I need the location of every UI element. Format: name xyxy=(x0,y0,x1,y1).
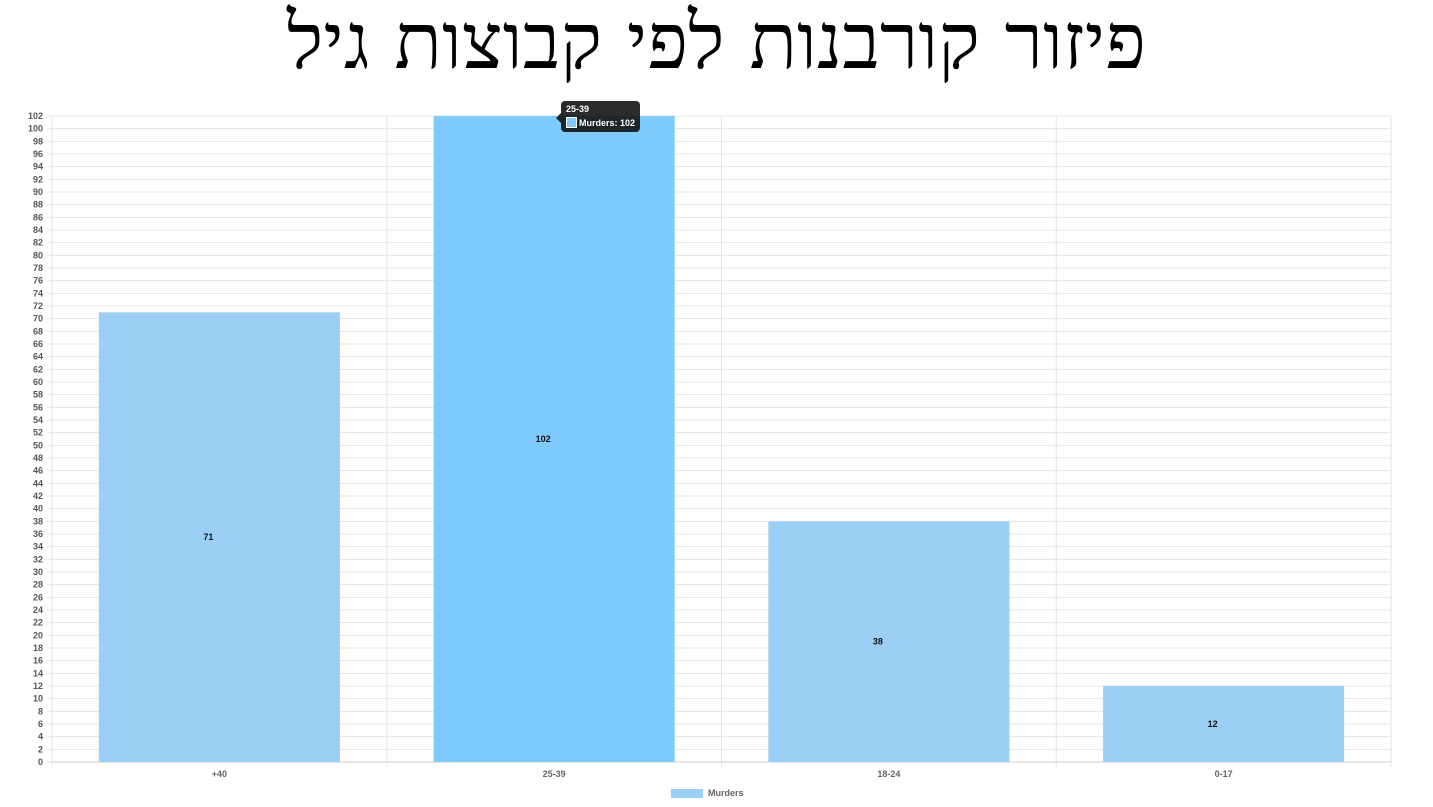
y-tick-label: 8 xyxy=(38,706,43,716)
y-tick-label: 76 xyxy=(33,276,43,286)
y-tick-label: 56 xyxy=(33,402,43,412)
y-tick-label: 96 xyxy=(33,149,43,159)
y-tick-label: 74 xyxy=(33,288,43,298)
y-tick-label: 14 xyxy=(33,668,43,678)
y-tick-label: 68 xyxy=(33,326,43,336)
y-tick-label: 78 xyxy=(33,263,43,273)
y-tick-label: 62 xyxy=(33,364,43,374)
y-tick-label: 44 xyxy=(33,478,43,488)
legend[interactable]: Murders xyxy=(671,788,744,798)
y-tick-label: 52 xyxy=(33,428,43,438)
bar-tooltip: 25-39 Murders: 102 xyxy=(555,101,641,132)
bar-+40[interactable] xyxy=(98,312,340,762)
y-tick-label: 2 xyxy=(38,744,43,754)
legend-label-murders[interactable]: Murders xyxy=(708,788,744,798)
y-tick-label: 60 xyxy=(33,377,43,387)
x-tick-label: 18-24 xyxy=(877,769,900,779)
y-tick-label: 42 xyxy=(33,491,43,501)
y-tick-label: 12 xyxy=(33,681,43,691)
y-tick-label: 24 xyxy=(33,605,43,615)
y-tick-label: 48 xyxy=(33,453,43,463)
x-tick-label: 0-17 xyxy=(1215,769,1233,779)
x-tick-label: 25-39 xyxy=(543,769,566,779)
y-tick-label: 38 xyxy=(33,516,43,526)
bar-0-17[interactable] xyxy=(1103,686,1345,762)
data-label: 38 xyxy=(873,637,883,647)
y-tick-label: 32 xyxy=(33,554,43,564)
y-tick-label: 84 xyxy=(33,225,43,235)
bar-25-39[interactable] xyxy=(433,116,675,762)
x-tick-label: +40 xyxy=(212,769,227,779)
y-tick-label: 16 xyxy=(33,656,43,666)
y-tick-label: 102 xyxy=(28,111,43,121)
y-tick-label: 92 xyxy=(33,174,43,184)
x-axis: +40 25-39 18-24 0-17 xyxy=(212,769,1233,779)
y-tick-label: 28 xyxy=(33,580,43,590)
y-tick-label: 20 xyxy=(33,630,43,640)
tooltip-title: 25-39 xyxy=(566,104,590,114)
y-tick-label: 86 xyxy=(33,212,43,222)
tooltip-swatch xyxy=(566,117,577,128)
y-tick-label: 66 xyxy=(33,339,43,349)
y-tick-label: 80 xyxy=(33,250,43,260)
y-tick-label: 88 xyxy=(33,200,43,210)
y-tick-label: 26 xyxy=(33,592,43,602)
y-tick-label: 0 xyxy=(38,757,43,767)
y-tick-label: 94 xyxy=(33,162,43,172)
y-tick-label: 34 xyxy=(33,542,43,552)
bars: 71 102 38 12 xyxy=(98,116,1345,762)
y-tick-label: 36 xyxy=(33,529,43,539)
y-tick-label: 58 xyxy=(33,390,43,400)
y-tick-label: 90 xyxy=(33,187,43,197)
chart-title: פיזור קורבנות לפי קבוצות גיל xyxy=(286,0,1147,87)
y-tick-label: 6 xyxy=(38,719,43,729)
y-tick-label: 64 xyxy=(33,352,43,362)
y-tick-label: 70 xyxy=(33,314,43,324)
y-tick-label: 18 xyxy=(33,643,43,653)
y-tick-label: 54 xyxy=(33,415,43,425)
y-tick-label: 30 xyxy=(33,567,43,577)
y-tick-label: 100 xyxy=(28,124,43,134)
y-tick-label: 46 xyxy=(33,466,43,476)
y-tick-label: 10 xyxy=(33,694,43,704)
tooltip-row: Murders: 102 xyxy=(566,117,635,128)
y-tick-label: 72 xyxy=(33,301,43,311)
y-tick-label: 22 xyxy=(33,618,43,628)
data-label: 71 xyxy=(203,532,213,542)
y-tick-label: 98 xyxy=(33,136,43,146)
legend-swatch-murders[interactable] xyxy=(671,789,703,798)
y-tick-label: 4 xyxy=(38,732,43,742)
y-tick-label: 82 xyxy=(33,238,43,248)
y-tick-label: 50 xyxy=(33,440,43,450)
data-label: 12 xyxy=(1208,719,1218,729)
bar-18-24[interactable] xyxy=(768,521,1010,762)
tooltip-label: Murders: 102 xyxy=(579,118,636,128)
y-tick-label: 40 xyxy=(33,504,43,514)
data-label: 102 xyxy=(536,434,551,444)
y-axis: 0246810121416182022242628303234363840424… xyxy=(28,111,43,767)
